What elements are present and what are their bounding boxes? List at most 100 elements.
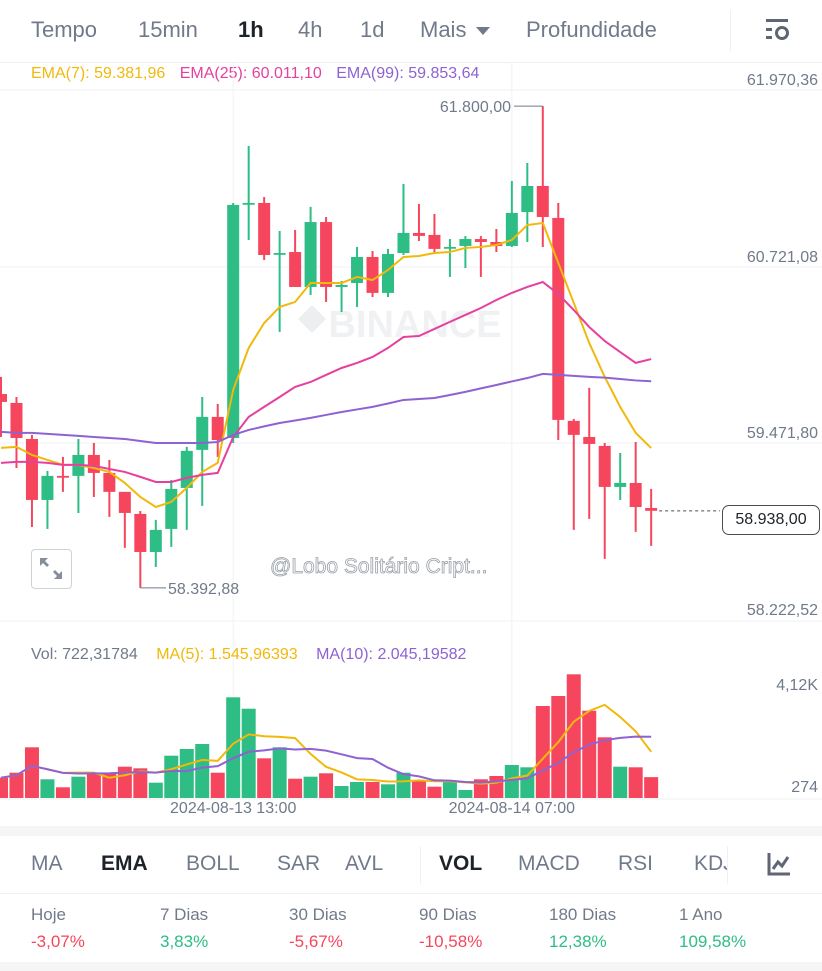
- candle: [490, 228, 503, 253]
- volume-ma-line-0: [0, 703, 652, 785]
- indicator-chart-icon[interactable]: [766, 851, 792, 877]
- indicator-tab-avl[interactable]: AVL: [345, 852, 384, 875]
- stat-value: 3,83%: [160, 932, 209, 951]
- tab-15min[interactable]: 15min: [138, 17, 198, 42]
- divider: [420, 846, 421, 884]
- volume-bar: [272, 747, 287, 798]
- chart-settings-icon[interactable]: [764, 17, 792, 43]
- candle-body: [428, 234, 441, 249]
- stat-label: 90 Dias: [419, 905, 477, 924]
- candle: [72, 438, 85, 513]
- candle: [583, 387, 596, 519]
- candle: [366, 251, 379, 298]
- volume-bar: [210, 772, 225, 798]
- ema25-value: EMA(25): 60.011,10: [179, 65, 322, 82]
- indicator-tab-ema[interactable]: EMA: [101, 852, 148, 875]
- candle: [645, 488, 658, 546]
- tab-4h[interactable]: 4h: [298, 17, 323, 42]
- stat-label: Hoje: [31, 905, 66, 924]
- candle-body: [242, 202, 255, 205]
- candle: [149, 519, 162, 567]
- divider: [730, 10, 731, 52]
- stat-label: 30 Dias: [289, 905, 347, 924]
- candle: [428, 213, 441, 255]
- tab-mais[interactable]: Mais: [420, 17, 491, 43]
- volume-bar: [9, 772, 24, 798]
- volume-ma-line-1: [0, 735, 652, 784]
- candle: [273, 230, 286, 332]
- candle-body: [382, 254, 394, 293]
- bottom-band: [0, 962, 822, 971]
- expand-button[interactable]: [31, 549, 72, 589]
- candle: [304, 206, 317, 296]
- volume-bar: [334, 786, 349, 798]
- ema99-value: EMA(99): 59.853,64: [336, 65, 480, 82]
- candle-body: [258, 202, 271, 256]
- indicator-tab-kdj[interactable]: KDJ: [694, 852, 728, 875]
- ma5-value: MA(5): 1.545,96393: [156, 646, 298, 663]
- candle-body: [614, 482, 627, 487]
- candle-body: [87, 454, 100, 473]
- candle-body: [0, 394, 7, 402]
- volume-legend: Vol: 722,31784 MA(5): 1.545,96393 MA(10)…: [31, 646, 466, 664]
- tab-1d[interactable]: 1d: [360, 17, 385, 42]
- indicator-tab-vol[interactable]: VOL: [439, 852, 483, 875]
- volume-bar: [102, 772, 117, 798]
- volume-bar: [257, 758, 272, 798]
- candle: [118, 491, 131, 548]
- candle-body: [459, 239, 472, 246]
- volume-bar: [644, 777, 659, 798]
- candle: [459, 236, 472, 269]
- divider: [727, 846, 728, 884]
- candle: [505, 181, 518, 247]
- volume-bar: [40, 779, 55, 798]
- indicator-tab-macd[interactable]: MACD: [518, 852, 580, 875]
- volume-bar: [195, 744, 210, 798]
- tab-profundidade[interactable]: Profundidade: [526, 17, 657, 42]
- volume-bar: [350, 781, 365, 798]
- ema7-value: EMA(7): 59.381,96: [31, 65, 166, 82]
- ema-line-0: [0, 221, 652, 509]
- candle-body: [227, 204, 240, 438]
- low-price-label: 58.392,88: [168, 581, 239, 598]
- candle: [165, 479, 178, 547]
- section-divider: [0, 826, 822, 836]
- indicator-tab-ma[interactable]: MA: [31, 852, 63, 875]
- volume-bar: [504, 764, 519, 798]
- tab-1h[interactable]: 1h: [238, 17, 264, 42]
- indicator-tab-rsi[interactable]: RSI: [618, 852, 654, 875]
- indicator-tab-sar[interactable]: SAR: [277, 852, 321, 875]
- candle-body: [196, 416, 209, 450]
- candle-body: [629, 482, 642, 508]
- candle-body: [412, 232, 425, 236]
- timeframe-tabs: Tempo 15min 1h 4h 1d Mais Profundidade: [0, 0, 822, 63]
- volume-bar: [71, 776, 86, 798]
- candle-body: [351, 256, 364, 284]
- tab-tempo[interactable]: Tempo: [31, 17, 98, 42]
- stat-label: 7 Dias: [160, 905, 209, 924]
- candle: [258, 197, 271, 260]
- candle: [567, 418, 580, 530]
- candle: [56, 456, 69, 492]
- volume-bar: [442, 781, 457, 798]
- price-axis-label: 58.222,52: [746, 602, 818, 619]
- volume-bar: [226, 697, 241, 798]
- volume-bar: [319, 773, 334, 798]
- candle: [289, 229, 302, 287]
- candle-body: [289, 252, 302, 287]
- candle-body: [583, 437, 596, 444]
- volume-bar: [458, 790, 473, 798]
- divider: [0, 893, 822, 894]
- volume-axis-label: 4,12K: [776, 677, 818, 694]
- candle-body: [10, 402, 23, 438]
- stat-value: -10,58%: [419, 932, 483, 951]
- volume-bar: [241, 708, 256, 798]
- indicator-tab-boll[interactable]: BOLL: [186, 852, 240, 875]
- expand-icon: [40, 558, 62, 579]
- candle-body: [397, 232, 410, 254]
- stat-value: 109,58%: [679, 932, 747, 951]
- candle-body: [645, 507, 658, 511]
- candle-body: [366, 256, 379, 293]
- candle: [552, 202, 565, 440]
